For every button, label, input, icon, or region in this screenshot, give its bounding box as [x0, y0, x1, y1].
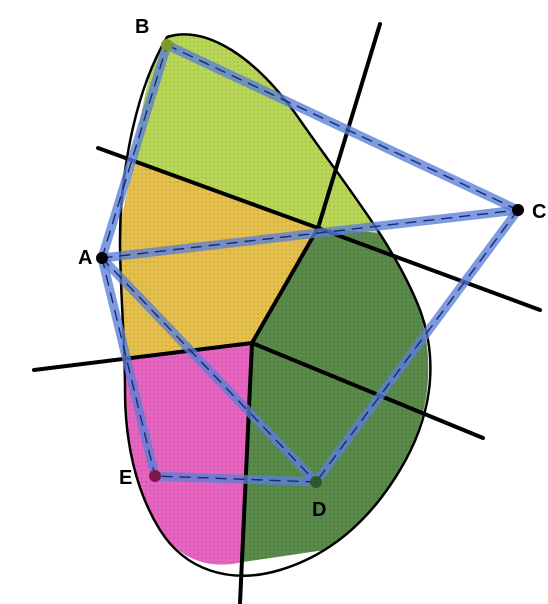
- point-label-E: E: [119, 467, 132, 489]
- point-A: [96, 252, 108, 264]
- point-D: [310, 476, 322, 488]
- point-C: [512, 204, 524, 216]
- point-label-A: A: [78, 247, 92, 269]
- point-E: [149, 470, 161, 482]
- point-label-D: D: [312, 499, 326, 521]
- point-label-B: B: [135, 16, 149, 38]
- voronoi-diagram: A B C D E: [0, 0, 548, 604]
- point-label-C: C: [532, 201, 546, 223]
- point-B: [161, 39, 173, 51]
